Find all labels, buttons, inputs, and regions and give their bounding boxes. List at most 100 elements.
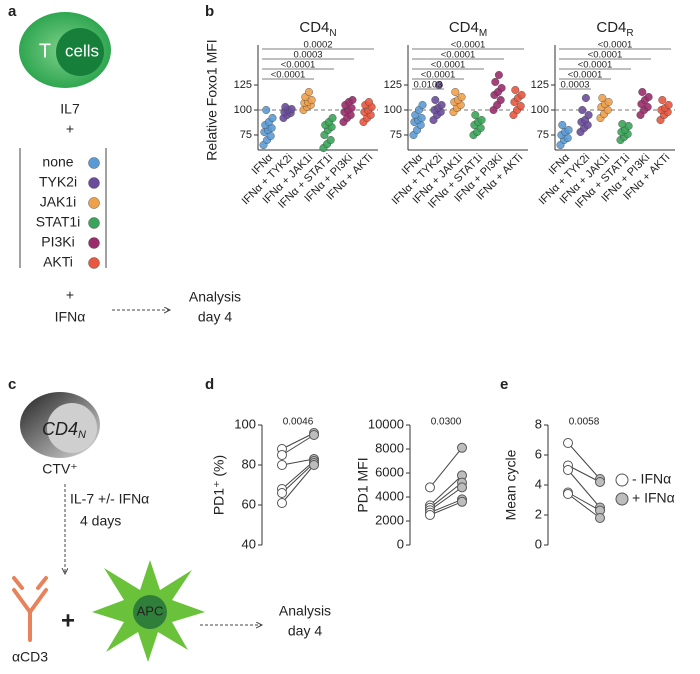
pair-line xyxy=(567,492,601,511)
chart-title: CD4M xyxy=(449,19,487,39)
panel-label: c xyxy=(8,376,16,393)
pair-line xyxy=(567,493,601,519)
y-tick-label: 125 xyxy=(234,79,252,91)
pair-line xyxy=(429,501,463,516)
p-value: <0.0001 xyxy=(588,50,623,61)
y-tick-label: 4 xyxy=(535,476,542,491)
data-point xyxy=(277,488,287,498)
data-point xyxy=(563,438,573,448)
y-tick-label: 100 xyxy=(384,104,402,116)
analysis: Analysis xyxy=(279,603,331,619)
condition-label: STAT1i xyxy=(36,214,81,230)
y-tick-label: 125 xyxy=(384,79,402,91)
data-point xyxy=(595,513,605,523)
pair-line xyxy=(281,458,315,466)
y-tick-label: 125 xyxy=(531,79,549,91)
data-point xyxy=(494,70,503,79)
condition-dot xyxy=(88,237,100,249)
y-tick-label: 6 xyxy=(535,446,542,461)
p-value: <0.0001 xyxy=(421,70,456,81)
pair-line xyxy=(429,498,463,514)
condition-dot xyxy=(88,177,100,189)
y-tick-label: 75 xyxy=(240,129,252,141)
data-point xyxy=(437,100,446,109)
cell-name-main: CD4 xyxy=(42,419,78,439)
treatment: IFNα xyxy=(55,309,86,325)
data-point xyxy=(457,496,467,507)
plus: + xyxy=(61,607,75,634)
data-point xyxy=(477,115,486,124)
data-point xyxy=(328,113,337,122)
chart-title-sub: M xyxy=(479,28,487,39)
apc-label: APC xyxy=(137,603,164,618)
data-point xyxy=(604,97,613,106)
data-point xyxy=(457,92,466,101)
plus: + xyxy=(66,287,74,303)
cell-word: cells xyxy=(65,41,99,60)
y-tick-label: 100 xyxy=(234,104,252,116)
p-value: <0.0001 xyxy=(451,40,486,51)
data-point xyxy=(516,101,525,110)
pair-line xyxy=(567,469,601,508)
y-tick-label: 60 xyxy=(242,496,256,511)
condition-label: none xyxy=(42,154,73,170)
y-tick-label: 40 xyxy=(242,536,256,551)
duration: 4 days xyxy=(80,513,121,529)
chart-title-main: CD4 xyxy=(596,19,626,36)
condition-label: PI3Ki xyxy=(41,234,74,250)
data-point xyxy=(309,430,319,440)
y-tick-label: 100 xyxy=(234,416,256,431)
pair-line xyxy=(429,447,463,488)
data-point xyxy=(348,95,357,104)
legend-marker xyxy=(615,492,629,506)
y-axis-label: PD1⁺ (%) xyxy=(211,455,227,515)
antibody-label: αCD3 xyxy=(12,649,48,665)
data-point xyxy=(457,482,467,493)
cell-name-sub: N xyxy=(78,429,86,441)
condition-label: JAK1i xyxy=(40,194,77,210)
panel-label: d xyxy=(205,376,214,393)
data-point xyxy=(309,460,319,470)
y-tick-label: 100 xyxy=(531,104,549,116)
data-point xyxy=(277,460,287,470)
data-point xyxy=(262,105,271,114)
data-point xyxy=(658,95,667,104)
y-tick-label: 80 xyxy=(242,456,256,471)
data-point xyxy=(277,450,287,460)
y-tick-label: 8 xyxy=(535,416,542,431)
y-tick-label: 2 xyxy=(535,506,542,521)
apc-nucleus xyxy=(133,595,167,629)
y-tick-label: 2000 xyxy=(375,512,404,527)
panel-label: b xyxy=(205,3,214,20)
pair-line xyxy=(281,462,315,494)
data-point xyxy=(268,113,277,122)
day: day 4 xyxy=(288,623,322,639)
condition-label: TYK2i xyxy=(39,174,77,190)
y-tick-label: 8000 xyxy=(375,440,404,455)
p-value: 0.0003 xyxy=(560,80,589,91)
condition-dot xyxy=(88,157,100,169)
pair-line xyxy=(567,442,601,480)
data-point xyxy=(578,105,587,114)
y-axis-label: PD1 MFI xyxy=(355,457,371,512)
condition-dot xyxy=(88,197,100,209)
y-tick-label: 10000 xyxy=(368,416,404,431)
data-point xyxy=(496,95,505,104)
antibody xyxy=(12,576,48,642)
p-value: 0.0300 xyxy=(431,417,462,428)
chart-title-sub: N xyxy=(329,28,336,39)
y-tick-label: 0 xyxy=(397,536,404,551)
data-point xyxy=(563,465,573,475)
p-value: <0.0001 xyxy=(441,50,476,61)
data-point xyxy=(281,102,290,111)
data-point xyxy=(497,83,506,92)
dye: CTV⁺ xyxy=(42,461,77,477)
data-point xyxy=(491,77,500,86)
culture: IL-7 +/- IFNα xyxy=(70,491,149,507)
data-point xyxy=(517,90,526,99)
data-point xyxy=(638,87,647,96)
data-point xyxy=(431,95,440,104)
chart-title: CD4R xyxy=(596,19,633,39)
data-point xyxy=(451,87,460,96)
data-point xyxy=(425,510,435,520)
